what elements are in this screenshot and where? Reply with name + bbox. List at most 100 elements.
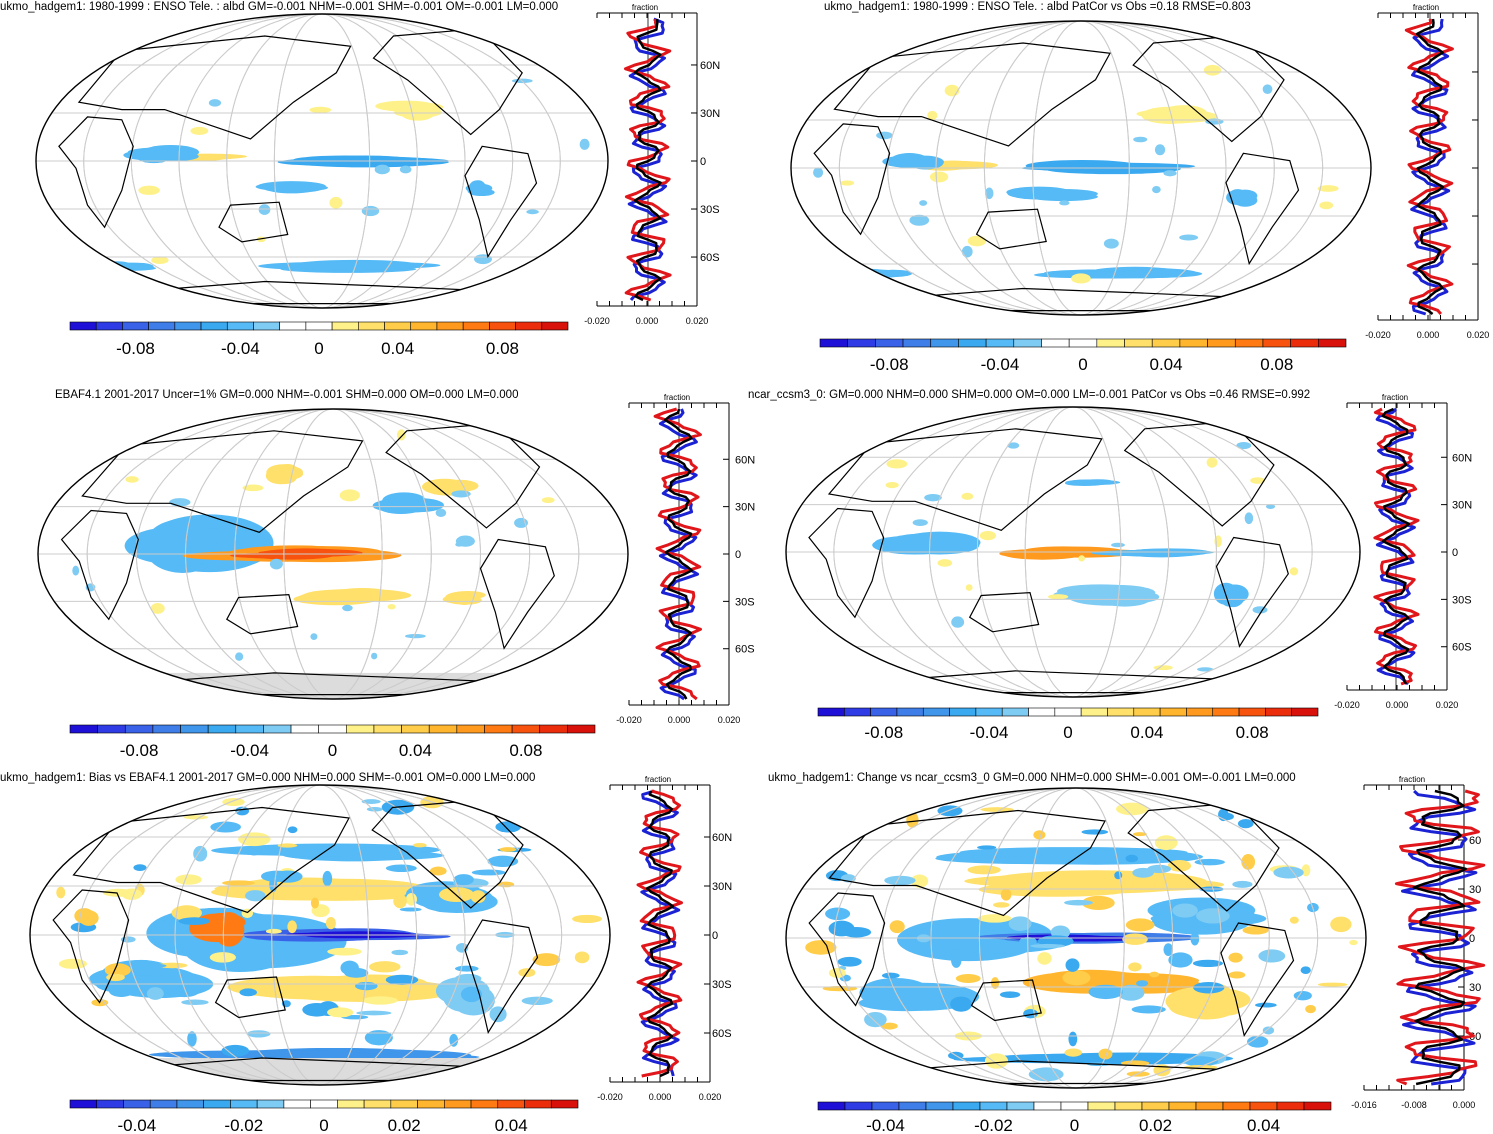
longitude-gridline [882,788,1270,1088]
zonal-profile: fraction -0.020 0.000 0.020 60N 30N 0 30S 60S [597,775,732,1102]
anomaly-patch [453,594,479,605]
anomaly-speck [238,832,271,847]
anomaly-speck [876,131,893,140]
map-border [35,13,609,309]
anomaly-speck [1293,991,1312,1001]
profile-x-label: 0.020 [686,316,709,326]
colorbar-swatch [253,321,280,331]
anomaly-speck [222,880,255,886]
colorbar-swatch [462,321,490,331]
anomaly-speck [344,967,369,978]
anomaly-speck [190,126,209,135]
anomaly-speck [310,633,318,641]
anomaly-speck [356,1010,392,1016]
coastline [1225,152,1300,266]
coastline [479,538,555,650]
anomaly-speck [499,847,517,852]
colorbar-label: 0 [319,1116,328,1134]
colorbar-swatch [1033,1101,1062,1111]
anomaly-speck [1163,943,1174,956]
anomaly-speck [1103,238,1119,249]
longitude-gridline [271,785,369,1085]
anomaly-patch [304,588,412,602]
profile-line-blue [1410,18,1451,316]
profile-lat-label: 60S [712,1028,732,1040]
colorbar-swatch [305,321,333,331]
profile-lat-label: 0 [1469,933,1475,945]
anomaly-speck [840,180,855,186]
colorbar-swatch [235,724,264,734]
colorbar-label: -0.04 [981,355,1020,374]
colorbar-swatch [69,1099,98,1109]
colorbar-swatch [958,338,987,348]
anomaly-speck [1114,871,1123,880]
anomaly-patch [1033,271,1170,279]
anomaly-speck [1203,64,1222,76]
anomaly-speck [1068,1031,1078,1047]
profile-lat-label: 30N [712,881,732,893]
anomaly-speck [1305,1004,1316,1014]
anomaly-speck [134,963,167,969]
anomaly-speck [1319,201,1334,210]
anomaly-speck [399,907,422,912]
anomaly-speck [435,508,447,518]
coastline [226,593,299,635]
anomaly-speck [961,492,974,500]
longitude-gridline [273,14,371,308]
colorbar-swatch [550,1099,579,1109]
anomaly-speck [1190,931,1200,946]
anomaly-patch [149,1050,377,1059]
colorbar-swatch [1265,707,1292,717]
profile-lat-label: 60N [735,454,755,466]
colorbar-swatch [1080,707,1108,717]
colorbar-swatch [1013,338,1042,348]
colorbar-swatch [1107,707,1135,717]
anomaly-speck [277,843,298,848]
colorbar-label: 0.04 [399,741,432,760]
anomaly-patch [1096,587,1153,607]
map-border [785,787,1367,1089]
profile-lat-label: 60N [700,60,720,72]
anomaly-speck [385,864,417,872]
anomaly-speck [979,530,997,541]
anomaly-speck [1133,136,1148,143]
profile-x-label: 0.000 [636,316,659,326]
profile-lat-label: 60N [712,832,732,844]
anomaly-speck [951,616,965,628]
anomaly-speck [828,968,846,978]
colorbar-swatch [373,724,402,734]
anomaly-speck [58,958,87,969]
anomaly-speck [1244,512,1254,525]
anomaly-speck [193,845,208,862]
anomaly-speck [990,977,1000,989]
profile-line-black [663,408,693,700]
colorbar-label: 0.04 [1247,1116,1280,1134]
colorbar-label: -0.08 [120,741,159,760]
colorbar-label: -0.02 [974,1116,1013,1134]
anomaly-speck [399,165,412,174]
longitude-gridline [178,14,466,308]
panel-top-right: ukmo_hadgem1: 1980-1999 : ENSO Tele. : a… [790,1,1489,374]
profile-x-label: 0.020 [699,1092,722,1102]
longitude-gridline [185,409,481,699]
anomaly-speck [1300,966,1311,975]
panel-middle-right: ncar_ccsm3_0: GM=0.000 NHM=0.000 SHM=0.0… [748,389,1472,742]
colorbar-swatch [337,1099,365,1109]
colorbar-swatch [279,321,307,331]
anomaly-speck [813,167,824,178]
colorbar-swatch [1234,338,1264,348]
anomaly-speck [1117,984,1145,1001]
coastline [808,507,885,619]
anomaly-speck [1349,939,1358,946]
anomaly-speck [951,952,962,968]
map-area [36,14,608,308]
colorbar-label: -0.02 [224,1116,263,1134]
profile-x-label: 0.000 [668,715,691,725]
colorbar-swatch [69,321,97,331]
anomaly-speck [1064,899,1094,906]
colorbar-label: 0.04 [1150,355,1183,374]
anomaly-speck [541,497,555,504]
anomaly-speck [579,138,590,150]
anomaly-speck [1250,477,1265,484]
longitude-gridline [983,21,1179,315]
